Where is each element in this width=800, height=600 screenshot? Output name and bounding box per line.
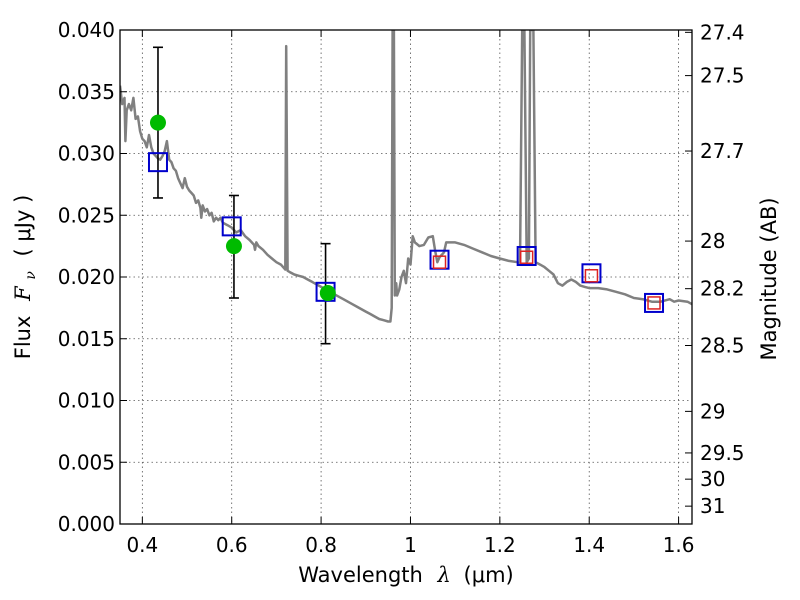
predicted-photometry-square (519, 250, 534, 264)
y2-tick-label: 30 (700, 467, 725, 491)
y2-tick-label: 29.5 (700, 441, 745, 465)
plot-area (120, 30, 692, 345)
y-tick-label: 0.005 (58, 450, 115, 474)
y-axis-label: Flux F ν ( μJy ) (11, 195, 40, 360)
ticks (120, 29, 692, 525)
y-tick-label: 0.035 (58, 80, 115, 104)
y-tick-label: 0.025 (58, 203, 115, 227)
y-tick-label: 0.000 (58, 512, 115, 536)
tick-labels: 0.4 0.6 0.8 1 1.2 1.4 1.6 0.000 0.005 0.010 0.015 0… (58, 18, 745, 557)
series-layer (120, 30, 692, 345)
x-tick-label: 1.2 (484, 533, 516, 557)
x-tick-label: 1 (404, 533, 417, 557)
y-tick-label: 0.015 (58, 327, 115, 351)
observed-point (319, 285, 336, 302)
y2-tick-label: 29 (700, 399, 725, 423)
x-tick-label: 1.4 (573, 533, 605, 557)
y-tick-label: 0.010 (58, 389, 115, 413)
x-tick-label: 0.6 (216, 533, 248, 557)
y2-tick-label: 27.7 (700, 139, 745, 163)
y2-tick-label: 31 (700, 494, 725, 518)
y2-tick-label: 28 (700, 229, 725, 253)
y2-tick-label: 28.2 (700, 277, 745, 301)
observed-point (149, 114, 166, 131)
y2-tick-label: 28.5 (700, 333, 745, 357)
predicted-photometry-square (584, 269, 599, 283)
observed-point (225, 238, 242, 255)
model-photometry-square (644, 292, 665, 313)
y-tick-label: 0.040 (58, 18, 115, 42)
model-photometry-square (147, 152, 168, 173)
predicted-photometry-square (432, 255, 447, 269)
model-photometry-square (221, 216, 242, 237)
y2-tick-label: 27.4 (700, 20, 745, 44)
model-photometry-square (516, 246, 537, 267)
y-tick-label: 0.030 (58, 142, 115, 166)
x-tick-label: 0.8 (305, 533, 337, 557)
y2-axis-label: Magnitude (AB) (757, 197, 781, 360)
y-tick-label: 0.020 (58, 265, 115, 289)
x-tick-label: 1.6 (663, 533, 695, 557)
x-tick-label: 0.4 (126, 533, 158, 557)
y2-tick-label: 27.5 (700, 64, 745, 88)
x-axis-label: Wavelength λ (μm) (298, 563, 513, 587)
predicted-photometry-square (647, 296, 661, 310)
